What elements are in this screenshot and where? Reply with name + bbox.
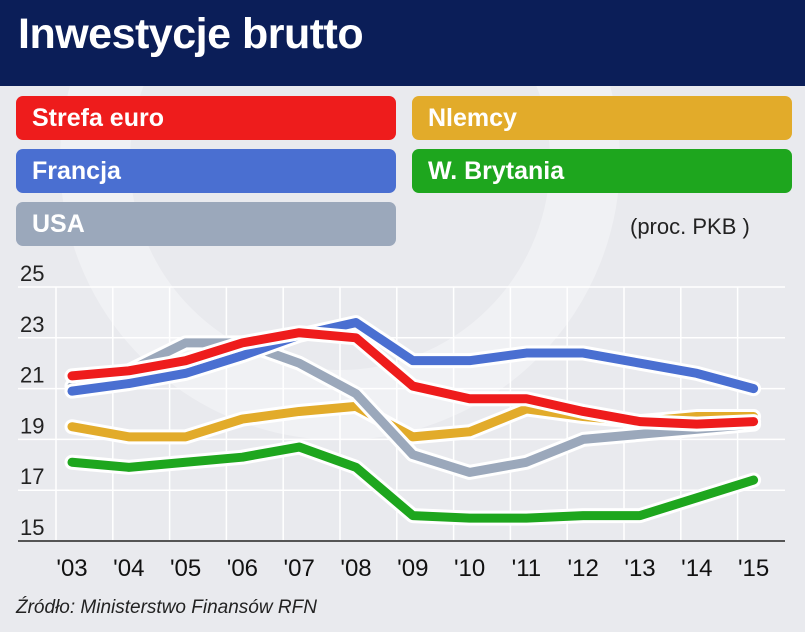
- x-tick-label: '12: [568, 555, 599, 582]
- series-line-strefa-euro: [67, 328, 759, 429]
- x-tick-label: '06: [227, 555, 258, 582]
- x-tick-label: '08: [340, 555, 371, 582]
- legend-item-niemcy: Nlemcy: [412, 96, 792, 140]
- y-axis-ticks: 25 23 21 19 17 15: [20, 261, 44, 540]
- x-tick-label: '14: [681, 555, 712, 582]
- x-tick-label: '04: [113, 555, 144, 582]
- x-tick-label: '05: [170, 555, 201, 582]
- x-tick-label: '09: [397, 555, 428, 582]
- x-tick-label: '03: [56, 555, 87, 582]
- x-tick-label: '07: [284, 555, 315, 582]
- x-tick-label: '15: [738, 555, 769, 582]
- grid-lines: [18, 286, 785, 542]
- x-tick-label: '10: [454, 555, 485, 582]
- series-line-usa: [67, 338, 759, 477]
- unit-label: (proc. PKB ): [630, 214, 750, 239]
- y-tick-label: 17: [20, 464, 44, 489]
- x-tick-label: '13: [624, 555, 655, 582]
- legend-item-strefa-euro: Strefa euro: [16, 96, 396, 140]
- chart-title: Inwestycje brutto: [18, 10, 364, 58]
- y-tick-label: 21: [20, 363, 44, 388]
- x-tick-label: '11: [512, 555, 542, 582]
- y-tick-label: 25: [20, 261, 44, 286]
- legend-item-usa: USA: [16, 202, 396, 246]
- legend-item-w-brytania: W. Brytania: [412, 149, 792, 193]
- series-line-w-brytania: [67, 442, 759, 523]
- y-tick-label: 23: [20, 312, 44, 337]
- series-lines: [64, 315, 762, 526]
- y-tick-label: 15: [20, 515, 44, 540]
- y-tick-label: 19: [20, 413, 44, 438]
- legend-item-francja: Francja: [16, 149, 396, 193]
- series-line-francja: [67, 318, 759, 396]
- x-axis-ticks: '03 '04 '05 '06 '07 '08 '09 '10 '11 '12 '13 '14 '15: [56, 555, 769, 582]
- header-bar: Inwestycje brutto: [0, 0, 805, 86]
- source-note: Źródło: Ministerstwo Finansów RFN: [16, 597, 317, 618]
